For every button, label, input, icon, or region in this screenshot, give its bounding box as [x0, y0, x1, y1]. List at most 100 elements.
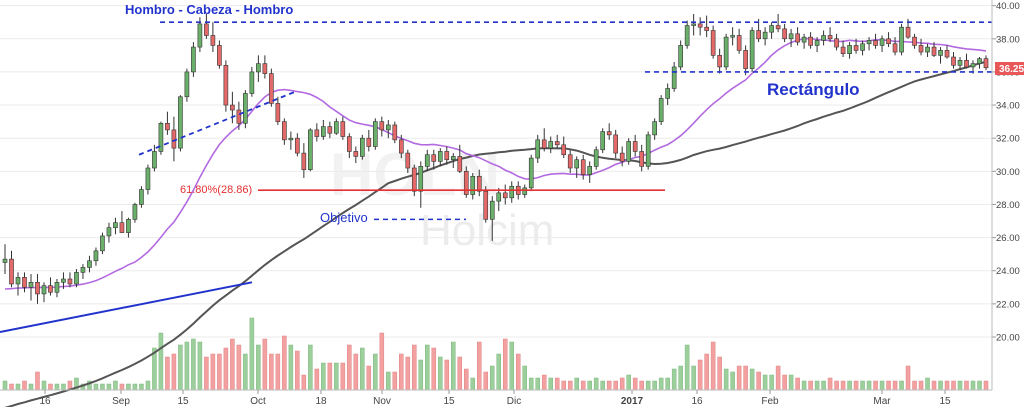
candle-body — [308, 129, 313, 170]
volume-bar — [918, 380, 924, 391]
volume-bar — [113, 380, 118, 391]
candle-body — [431, 154, 437, 162]
volume-bar — [866, 380, 872, 391]
volume-bar — [827, 377, 833, 391]
volume-bar — [451, 341, 456, 391]
candle-body — [197, 23, 203, 48]
candle-body — [379, 121, 385, 131]
volume-bar — [386, 371, 391, 391]
candle-body — [827, 35, 833, 40]
candle-body — [119, 222, 125, 233]
volume-bar — [126, 383, 131, 391]
candle-body — [580, 159, 586, 175]
volume-bar — [788, 374, 794, 391]
volume-bar — [48, 383, 53, 391]
candle-body — [944, 50, 950, 58]
x-tick-label: Dic — [507, 396, 521, 407]
volume-bar — [821, 380, 826, 391]
candles — [2, 13, 989, 304]
volume-bar — [749, 368, 755, 391]
candle-body — [392, 124, 398, 141]
candle-body — [489, 200, 495, 220]
volume-bar — [464, 368, 469, 391]
x-tick-label: 15 — [177, 396, 189, 407]
volume-bar — [983, 380, 989, 391]
candle-body — [9, 258, 14, 285]
support-trendline — [0, 281, 253, 333]
volume-bar — [509, 341, 515, 391]
volume-bar — [723, 368, 729, 391]
candle-body — [269, 73, 274, 104]
candle-body — [217, 45, 222, 66]
volume-bar — [652, 380, 657, 391]
candle-body — [983, 58, 989, 69]
volume-bar — [710, 341, 716, 391]
candle-body — [321, 126, 326, 137]
candle-body — [665, 88, 670, 99]
candle-body — [243, 93, 248, 124]
candle-body — [528, 157, 534, 189]
volume-bar — [191, 338, 196, 391]
candle-body — [931, 46, 937, 56]
sma-slow-line — [4, 60, 987, 409]
candle-body — [970, 63, 976, 68]
y-tick-label: 30.00 — [996, 167, 1020, 178]
candle-body — [762, 31, 768, 40]
volume-bar — [373, 353, 378, 391]
candle-body — [288, 137, 294, 141]
candle-body — [93, 250, 99, 262]
candle-body — [411, 167, 417, 192]
volume-bar — [860, 380, 865, 391]
volume-bar — [730, 371, 735, 391]
y-tick-label: 20.00 — [996, 332, 1020, 343]
volume-bar — [9, 383, 14, 391]
candle-body — [671, 66, 677, 89]
volume-bar — [275, 353, 281, 391]
x-tick-label: 15 — [939, 396, 951, 407]
volume-bar — [353, 353, 359, 391]
volume-bar — [801, 380, 807, 391]
volume-bar — [736, 365, 742, 391]
volume-bar — [580, 380, 586, 391]
volume-bar — [158, 332, 164, 391]
candle-body — [886, 38, 891, 45]
candle-body — [645, 134, 651, 167]
x-tick-label: Feb — [761, 396, 779, 407]
volume-bar — [697, 359, 703, 391]
volume-bar — [567, 380, 573, 391]
candle-body — [535, 139, 541, 159]
volume-bar — [243, 353, 248, 391]
candle-body — [444, 151, 450, 161]
volume-bar — [249, 317, 255, 391]
candle-body — [106, 227, 112, 237]
candle-body — [372, 121, 378, 147]
candle-body — [600, 131, 606, 151]
volume-bar — [665, 377, 670, 391]
fib-level-label: 61.80%(28.86) — [180, 184, 252, 196]
volume-bar — [165, 356, 170, 391]
volume-bar — [2, 380, 8, 391]
candle-body — [87, 260, 92, 268]
y-tick-label: 28.00 — [996, 200, 1020, 211]
candle-body — [567, 154, 573, 169]
candle-body — [22, 277, 27, 288]
volume-bar — [847, 380, 852, 391]
candle-body — [736, 35, 742, 51]
volume-bar — [171, 353, 177, 391]
candle-body — [424, 154, 430, 167]
candle-body — [639, 151, 644, 167]
last-price-box — [995, 62, 1024, 75]
volume-bar — [795, 377, 800, 391]
candle-body — [152, 151, 157, 169]
candle-body — [593, 149, 599, 167]
candle-body — [522, 187, 528, 195]
candle-body — [2, 258, 8, 263]
volume-bar — [496, 353, 502, 391]
candle-body — [236, 109, 242, 124]
candle-body — [912, 36, 917, 46]
candle-body — [282, 121, 287, 141]
volume-bar — [834, 380, 839, 391]
volume-bar — [645, 380, 651, 391]
candle-body — [360, 137, 365, 157]
